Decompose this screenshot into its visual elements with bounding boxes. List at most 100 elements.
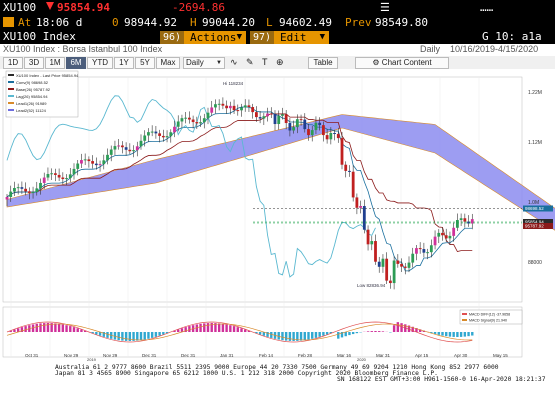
candle bbox=[426, 248, 430, 260]
candle-body bbox=[87, 159, 91, 162]
range-button-6m[interactable]: 6M bbox=[66, 57, 86, 69]
candle bbox=[169, 129, 173, 143]
zoom-icon[interactable]: ⊕ bbox=[276, 57, 284, 67]
macd-bar bbox=[374, 331, 377, 332]
range-button-1y[interactable]: 1Y bbox=[114, 57, 134, 69]
candle-body bbox=[392, 260, 396, 284]
candle-body bbox=[9, 191, 13, 197]
macd-bar bbox=[258, 332, 262, 335]
range-button-max[interactable]: Max bbox=[156, 57, 180, 69]
macd-bar bbox=[240, 328, 243, 332]
frequency-select[interactable]: Daily ▼ bbox=[183, 57, 225, 69]
candle bbox=[76, 160, 80, 176]
macd-bar bbox=[61, 324, 65, 332]
price-tag-label: 95787.92 bbox=[525, 224, 544, 229]
macd-bar bbox=[311, 332, 314, 339]
candle bbox=[154, 125, 158, 139]
candle bbox=[158, 129, 162, 143]
macd-bar bbox=[437, 332, 440, 335]
macd-bar bbox=[132, 332, 135, 341]
candle bbox=[240, 103, 243, 117]
macd-bar bbox=[206, 323, 210, 332]
candle-body bbox=[307, 129, 310, 136]
candle-body bbox=[362, 206, 366, 230]
macd-bar bbox=[177, 329, 180, 332]
macd-bar bbox=[441, 332, 444, 336]
edit-menu-button[interactable]: Edit ▼ bbox=[274, 31, 329, 44]
candle-body bbox=[348, 170, 351, 172]
candle-body bbox=[24, 188, 28, 192]
candle-body bbox=[35, 188, 39, 193]
candle-body bbox=[340, 138, 344, 165]
candle bbox=[370, 236, 374, 251]
candle-body bbox=[68, 174, 72, 179]
macd-legend-box bbox=[459, 309, 523, 325]
chart-area[interactable]: XU100 Index - Last Price 95854.94 Conv(9)… bbox=[0, 69, 555, 362]
macd-bar bbox=[180, 328, 184, 332]
candle bbox=[139, 134, 143, 150]
range-button-3d[interactable]: 3D bbox=[24, 57, 44, 69]
line-chart-icon[interactable]: ∿ bbox=[230, 57, 238, 67]
candle-body bbox=[139, 140, 143, 147]
chart-legend: XU100 Index - Last Price 95854.94 Conv(9)… bbox=[5, 70, 79, 118]
candle-body bbox=[433, 236, 437, 246]
candle bbox=[295, 114, 299, 134]
legend-label: Lead2(52) 11124 bbox=[16, 108, 47, 113]
candle bbox=[124, 142, 128, 156]
range-button-1m[interactable]: 1M bbox=[45, 57, 65, 69]
candle bbox=[173, 120, 176, 138]
candle bbox=[351, 165, 355, 202]
open-value: 98944.92 bbox=[124, 16, 177, 29]
range-button-1d[interactable]: 1D bbox=[3, 57, 23, 69]
candle-body bbox=[333, 132, 336, 134]
macd-bar bbox=[143, 332, 146, 340]
actions-menu-button[interactable]: Actions ▼ bbox=[184, 31, 246, 44]
legend-box bbox=[5, 70, 79, 118]
macd-bar bbox=[456, 332, 459, 337]
macd-bar bbox=[121, 332, 124, 341]
chart-content-button[interactable]: ⚙ Chart Content bbox=[355, 57, 449, 69]
more-icon[interactable]: …… bbox=[480, 1, 494, 14]
candle-body bbox=[143, 135, 147, 141]
ichimoku-chart[interactable]: XU100 Index - Last Price 95854.94 Conv(9)… bbox=[0, 69, 555, 362]
quote-details-row: At 18:06 d 0 98944.92 H 99044.20 L 94602… bbox=[0, 15, 555, 30]
candle-body bbox=[109, 149, 113, 155]
macd-bar bbox=[355, 332, 359, 334]
settings-icon[interactable]: ☰ bbox=[380, 1, 390, 14]
macd-bar bbox=[150, 332, 154, 338]
candle bbox=[385, 252, 389, 284]
candle-body bbox=[321, 125, 325, 136]
candle-body bbox=[98, 164, 102, 166]
candle bbox=[98, 160, 102, 172]
x-year-label: 2020 bbox=[357, 357, 367, 361]
candle-body bbox=[281, 114, 284, 116]
candle-body bbox=[232, 105, 236, 111]
macd-bar bbox=[173, 330, 176, 332]
candle bbox=[57, 168, 61, 181]
candle-body bbox=[292, 127, 296, 131]
candle bbox=[344, 161, 348, 178]
candle bbox=[206, 107, 210, 125]
macd-bar bbox=[124, 332, 128, 341]
text-tool-icon[interactable]: T bbox=[262, 57, 268, 67]
high-label: H bbox=[190, 16, 197, 29]
macd-bar bbox=[229, 325, 232, 332]
open-label: 0 bbox=[112, 16, 119, 29]
macd-legend-label: MACD DIFF(12) -37.9658 bbox=[469, 313, 510, 317]
edit-pen-icon[interactable]: ✎ bbox=[246, 57, 254, 67]
candle-body bbox=[459, 218, 463, 221]
candle bbox=[340, 131, 344, 170]
table-button[interactable]: Table bbox=[308, 57, 338, 69]
down-arrow-icon bbox=[46, 2, 54, 10]
candle-body bbox=[128, 149, 132, 152]
candle-body bbox=[65, 178, 68, 180]
candle bbox=[180, 114, 184, 128]
range-button-5y[interactable]: 5Y bbox=[135, 57, 155, 69]
x-tick-label: Oct 31 bbox=[25, 353, 39, 358]
range-button-ytd[interactable]: YTD bbox=[87, 57, 113, 69]
macd-bar bbox=[113, 332, 117, 340]
candle-body bbox=[214, 104, 217, 108]
candle-body bbox=[240, 107, 243, 111]
candle bbox=[269, 107, 273, 119]
candle-body bbox=[251, 107, 255, 113]
